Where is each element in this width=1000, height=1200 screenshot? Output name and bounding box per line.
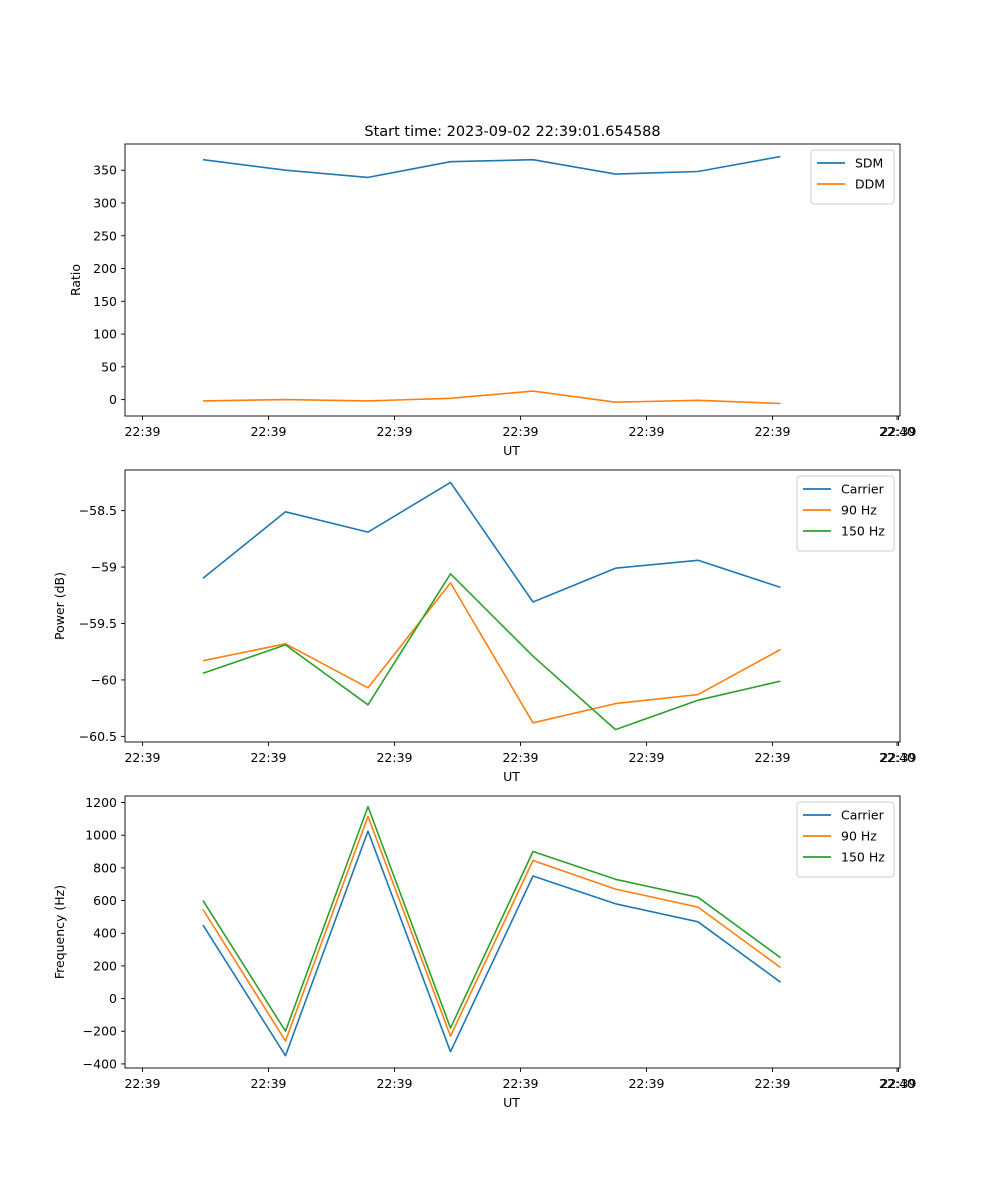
x-tick-label: 22:39 [628, 1076, 664, 1091]
x-tick-label: 22:39 [376, 750, 412, 765]
y-tick-label: 100 [93, 327, 117, 342]
y-tick-label: 300 [93, 195, 117, 210]
x-tick-label: 22:39 [880, 1076, 916, 1091]
series-line-150-hz [202, 805, 781, 1032]
series-line-carrier [202, 830, 781, 1057]
y-axis-label: Frequency (Hz) [52, 885, 67, 979]
x-tick-label: 22:39 [376, 424, 412, 439]
y-tick-label: 200 [93, 958, 117, 973]
series-line-ddm [202, 390, 781, 405]
x-tick-label: 22:39 [880, 750, 916, 765]
y-tick-label: −60 [91, 672, 117, 687]
legend: SDM DDM [810, 149, 895, 205]
legend-label: 150 Hz [841, 850, 885, 865]
legend-label: 90 Hz [841, 829, 877, 844]
y-tick-label: 1200 [85, 795, 117, 810]
axes-frame [124, 469, 901, 743]
y-tick-label: 50 [101, 359, 117, 374]
x-tick-label: 22:39 [376, 1076, 412, 1091]
x-tick-label: 22:39 [124, 1076, 160, 1091]
y-tick-label: 600 [93, 893, 117, 908]
x-tick-label: 22:39 [250, 424, 286, 439]
y-tick-label: 200 [93, 261, 117, 276]
y-axis-label: Power (dB) [52, 572, 67, 640]
y-tick-label: 350 [93, 163, 117, 178]
x-tick-label: 22:39 [754, 1076, 790, 1091]
y-tick-label: 1000 [85, 828, 117, 843]
x-tick-label: 22:39 [502, 1076, 538, 1091]
y-tick-label: −59.5 [79, 616, 117, 631]
y-tick-label: 250 [93, 228, 117, 243]
x-axis-label: UT [503, 1095, 520, 1110]
x-tick-label: 22:39 [880, 424, 916, 439]
x-tick-label: 22:39 [250, 750, 286, 765]
figure-title: Start time: 2023-09-02 22:39:01.654588 [364, 124, 660, 140]
y-tick-label: −200 [83, 1024, 117, 1039]
x-tick-label: 22:39 [628, 750, 664, 765]
series-line-90-hz [202, 815, 781, 1042]
legend: Carrier 90 Hz 150 Hz [796, 801, 895, 878]
legend: Carrier 90 Hz 150 Hz [796, 475, 895, 552]
y-tick-label: 800 [93, 860, 117, 875]
series-line-carrier [202, 481, 781, 603]
x-tick-label: 22:39 [124, 750, 160, 765]
y-axis-label: Ratio [68, 264, 83, 296]
x-tick-label: 22:40 [879, 424, 915, 439]
y-tick-label: −59 [91, 560, 117, 575]
x-tick-label: 22:40 [879, 750, 915, 765]
x-tick-label: 22:39 [502, 750, 538, 765]
axes-frame [124, 143, 901, 417]
y-tick-label: 400 [93, 926, 117, 941]
series-line-150-hz [202, 572, 781, 731]
chart-panel-2: 22:39 22:39 22:39 22:39 22:39 22:39 22:3922:40… [52, 469, 917, 784]
legend-label: Carrier [841, 808, 885, 823]
y-tick-label: 0 [109, 991, 117, 1006]
y-tick-label: 150 [93, 294, 117, 309]
x-tick-label: 22:39 [628, 424, 664, 439]
x-tick-label: 22:40 [879, 1076, 915, 1091]
x-tick-label: 22:39 [250, 1076, 286, 1091]
legend-label: Carrier [841, 482, 885, 497]
legend-label: DDM [855, 177, 885, 192]
axes-frame [124, 795, 901, 1069]
x-axis-label: UT [503, 443, 520, 458]
y-tick-label: −60.5 [79, 729, 117, 744]
legend-box [796, 801, 895, 878]
x-tick-label: 22:39 [124, 424, 160, 439]
legend-label: 90 Hz [841, 503, 877, 518]
x-tick-label: 22:39 [502, 424, 538, 439]
y-tick-label: 0 [109, 392, 117, 407]
x-axis-label: UT [503, 769, 520, 784]
series-line-sdm [202, 155, 781, 179]
y-tick-label: −400 [83, 1056, 117, 1071]
legend-label: SDM [855, 156, 883, 171]
x-tick-label: 22:39 [754, 750, 790, 765]
y-tick-label: −58.5 [79, 503, 117, 518]
series-line-90-hz [202, 582, 781, 724]
legend-label: 150 Hz [841, 524, 885, 539]
chart-panel-3: 22:39 22:39 22:39 22:39 22:39 22:39 22:3922:40… [52, 795, 917, 1110]
legend-box [796, 475, 895, 552]
chart-panel-1: 22:39 22:39 22:39 22:39 22:39 22:39 22:3922:40… [68, 143, 917, 458]
x-tick-label: 22:39 [754, 424, 790, 439]
